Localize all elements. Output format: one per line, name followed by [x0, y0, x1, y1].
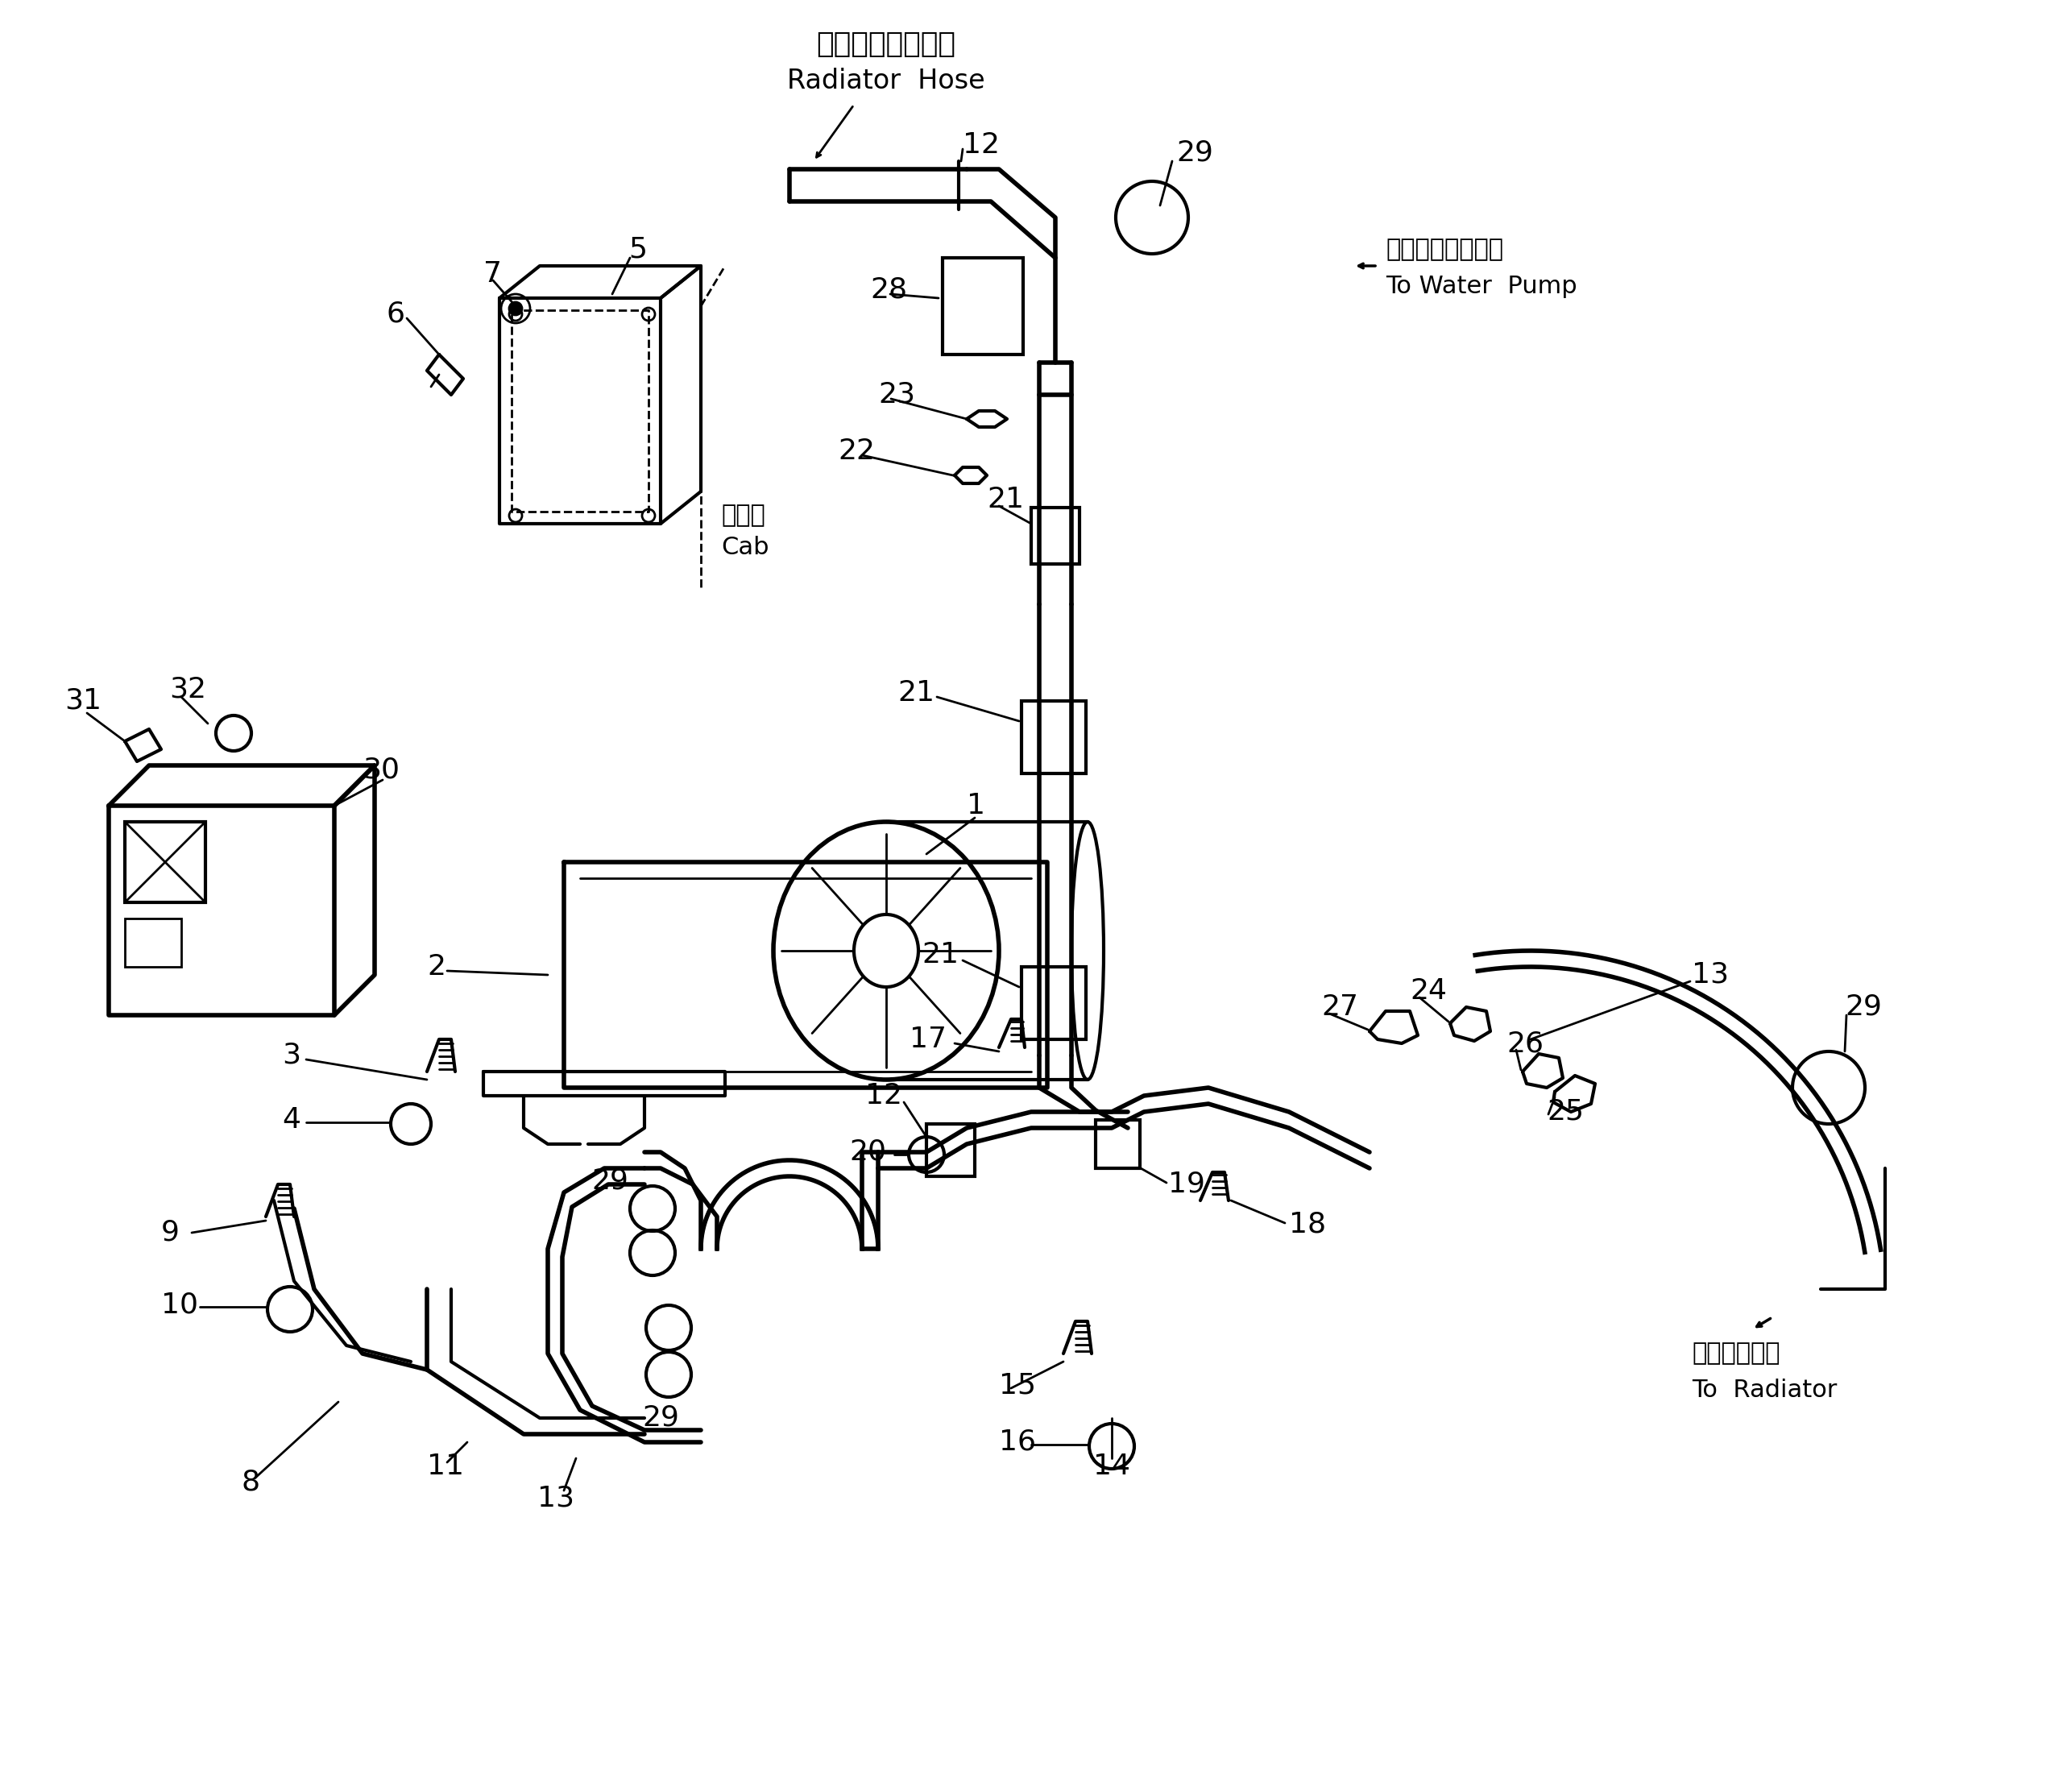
- Text: キャブ: キャブ: [721, 505, 765, 528]
- Text: 31: 31: [64, 686, 102, 715]
- Text: 20: 20: [850, 1138, 887, 1166]
- Text: 5: 5: [628, 235, 646, 264]
- Text: 29: 29: [591, 1166, 628, 1195]
- Text: 15: 15: [999, 1373, 1036, 1400]
- Text: 21: 21: [897, 679, 934, 706]
- Bar: [926, 1123, 974, 1177]
- Text: 16: 16: [999, 1428, 1036, 1457]
- Text: 7: 7: [483, 260, 501, 287]
- Text: 12: 12: [963, 132, 1001, 159]
- Text: ラジエータホース: ラジエータホース: [816, 30, 955, 59]
- Text: Cab: Cab: [721, 537, 769, 560]
- Text: 26: 26: [1506, 1029, 1544, 1057]
- Text: To Water  Pump: To Water Pump: [1386, 275, 1577, 298]
- Text: 13: 13: [537, 1485, 574, 1512]
- Text: 4: 4: [282, 1105, 300, 1134]
- Text: Radiator  Hose: Radiator Hose: [787, 68, 984, 94]
- Text: To  Radiator: To Radiator: [1691, 1378, 1838, 1401]
- Text: 30: 30: [363, 756, 400, 783]
- Text: 21: 21: [986, 485, 1024, 514]
- Text: 19: 19: [1169, 1171, 1206, 1198]
- Text: 32: 32: [170, 676, 207, 703]
- Text: 25: 25: [1548, 1098, 1583, 1125]
- Bar: [124, 822, 205, 902]
- Bar: [1096, 1120, 1140, 1168]
- Bar: [943, 259, 1024, 355]
- Text: 23: 23: [879, 382, 916, 408]
- Text: 29: 29: [1177, 139, 1212, 168]
- Text: 3: 3: [282, 1041, 300, 1070]
- Text: 10: 10: [162, 1291, 199, 1319]
- Text: ウォータポンプへ: ウォータポンプへ: [1386, 239, 1504, 262]
- Text: 17: 17: [910, 1025, 947, 1054]
- Text: 12: 12: [866, 1082, 901, 1109]
- Text: ラジエータへ: ラジエータへ: [1691, 1343, 1780, 1366]
- Circle shape: [510, 301, 522, 316]
- Bar: [1032, 508, 1080, 563]
- Text: 18: 18: [1289, 1211, 1326, 1239]
- Text: 29: 29: [642, 1405, 680, 1432]
- Text: 8: 8: [242, 1469, 261, 1496]
- Text: 29: 29: [1844, 993, 1881, 1022]
- Text: 9: 9: [162, 1220, 180, 1246]
- Bar: [124, 918, 180, 966]
- Text: 1: 1: [968, 792, 986, 820]
- Text: 22: 22: [837, 437, 874, 465]
- Bar: [1021, 701, 1086, 774]
- Bar: [1021, 966, 1086, 1039]
- Text: 28: 28: [870, 276, 908, 303]
- Text: 21: 21: [922, 941, 959, 968]
- Text: 24: 24: [1409, 977, 1446, 1004]
- Text: 27: 27: [1322, 993, 1359, 1022]
- Text: 11: 11: [427, 1453, 464, 1480]
- Text: 2: 2: [427, 954, 445, 981]
- Text: 13: 13: [1691, 961, 1728, 988]
- Text: 6: 6: [387, 301, 406, 328]
- Text: 14: 14: [1094, 1453, 1129, 1480]
